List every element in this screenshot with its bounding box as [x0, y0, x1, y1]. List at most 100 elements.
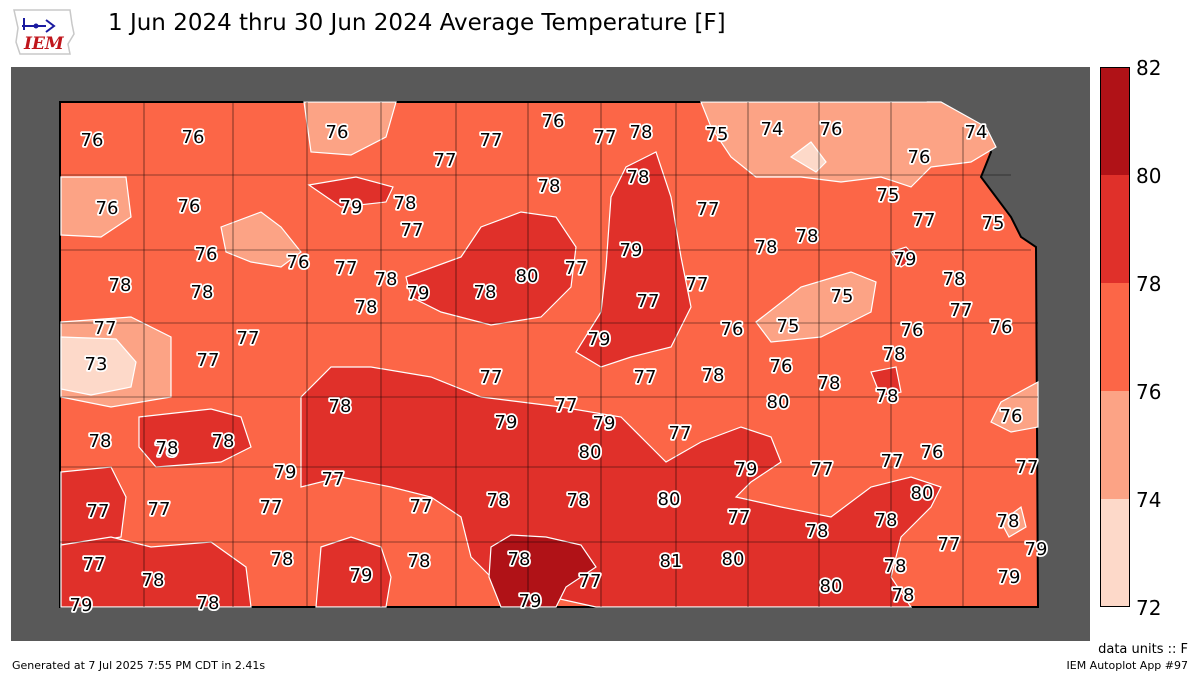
value-label: 78 — [627, 167, 650, 188]
value-label: 76 — [901, 320, 924, 341]
colorbar-tick-80: 80 — [1136, 164, 1162, 188]
value-label: 77 — [579, 571, 602, 592]
value-label: 79 — [894, 249, 917, 270]
colorbar-band — [1100, 175, 1130, 283]
value-label: 78 — [818, 373, 841, 394]
value-label: 77 — [555, 395, 578, 416]
value-label: 78 — [89, 431, 112, 452]
value-label: 76 — [1000, 406, 1023, 427]
value-label: 76 — [96, 198, 119, 219]
app-label: IEM Autoplot App #97 — [1066, 659, 1189, 672]
colorbar-band — [1100, 283, 1130, 391]
value-label: 78 — [109, 275, 132, 296]
generated-timestamp: Generated at 7 Jul 2025 7:55 PM CDT in 2… — [12, 659, 266, 672]
value-label: 77 — [1016, 457, 1039, 478]
value-label: 78 — [155, 440, 178, 461]
value-label: 78 — [156, 438, 179, 459]
value-label: 77 — [938, 534, 961, 555]
logo-text: IEM — [24, 34, 64, 54]
value-label: 76 — [182, 127, 205, 148]
value-label: 77 — [401, 220, 424, 241]
value-label: 80 — [767, 392, 790, 413]
value-label: 76 — [287, 252, 310, 273]
value-label: 79 — [340, 197, 363, 218]
value-label: 80 — [658, 490, 681, 511]
colorbar-bands — [1100, 67, 1130, 607]
value-label: 76 — [820, 119, 843, 140]
value-label: 78 — [408, 551, 431, 572]
value-label: 77 — [669, 423, 692, 444]
county-grid — [60, 102, 1038, 607]
value-label: 75 — [777, 316, 800, 337]
value-label: 77 — [686, 274, 709, 295]
value-label: 79 — [519, 591, 542, 612]
value-label: 80 — [820, 576, 843, 597]
value-label: 77 — [480, 367, 503, 388]
value-label: 77 — [697, 199, 720, 220]
value-label: 77 — [410, 496, 433, 517]
value-label: 78 — [487, 490, 510, 511]
value-label: 79 — [593, 413, 616, 434]
value-label: 78 — [806, 521, 829, 542]
value-label: 77 — [87, 501, 110, 522]
value-label: 80 — [658, 489, 681, 510]
value-label: 77 — [950, 300, 973, 321]
value-label: 78 — [394, 193, 417, 214]
value-label: 78 — [876, 386, 899, 407]
map-title: 1 Jun 2024 thru 30 Jun 2024 Average Temp… — [108, 10, 726, 36]
value-label: 76 — [770, 356, 793, 377]
value-label: 78 — [271, 549, 294, 570]
value-label: 77 — [565, 258, 588, 279]
colorbar-band — [1100, 67, 1130, 175]
value-label: 77 — [260, 497, 283, 518]
value-label: 79 — [588, 329, 611, 350]
value-label: 78 — [567, 490, 590, 511]
value-label: 78 — [329, 396, 352, 417]
value-label: 75 — [877, 185, 900, 206]
value-label: 79 — [998, 567, 1021, 588]
value-label: 78 — [883, 344, 906, 365]
value-label: 76 — [990, 317, 1013, 338]
colorbar-band — [1100, 499, 1130, 607]
value-label: 76 — [178, 196, 201, 217]
value-label: 78 — [474, 282, 497, 303]
temperature-map: 76 76 76 77 76 77 78 75 74 76 74 77 76 7… — [11, 67, 1090, 641]
value-label: 77 — [237, 328, 260, 349]
value-label: 76 — [908, 147, 931, 168]
value-label: 78 — [796, 226, 819, 247]
value-label: 76 — [81, 130, 104, 151]
value-label: 78 — [191, 282, 214, 303]
value-label: 77 — [335, 258, 358, 279]
colorbar-tick-74: 74 — [1136, 488, 1162, 512]
value-label: 79 — [1025, 539, 1048, 560]
iem-logo: IEM — [10, 4, 76, 58]
value-label: 78 — [630, 122, 653, 143]
value-label: 77 — [148, 499, 171, 520]
value-label: 77 — [881, 451, 904, 472]
value-label: 76 — [195, 244, 218, 265]
value-label: 78 — [212, 431, 235, 452]
value-label: 78 — [755, 237, 778, 258]
value-label: 77 — [913, 210, 936, 231]
value-label: 78 — [943, 269, 966, 290]
value-label: 77 — [480, 130, 503, 151]
colorbar-tick-76: 76 — [1136, 380, 1162, 404]
value-label: 78 — [375, 269, 398, 290]
value-label: 78 — [702, 365, 725, 386]
value-label: 78 — [884, 556, 907, 577]
value-label: 78 — [197, 593, 220, 614]
value-label: 76 — [921, 442, 944, 463]
value-label: 73 — [85, 354, 108, 375]
value-label: 79 — [274, 462, 297, 483]
value-label: 79 — [350, 565, 373, 586]
colorbar-tick-72: 72 — [1136, 596, 1162, 620]
value-label: 78 — [997, 511, 1020, 532]
value-label: 78 — [142, 570, 165, 591]
colorbar-tick-78: 78 — [1136, 272, 1162, 296]
value-label: 79 — [407, 283, 430, 304]
value-label: 76 — [542, 111, 565, 132]
value-label: 75 — [831, 286, 854, 307]
value-label: 80 — [911, 483, 934, 504]
value-label: 76 — [721, 319, 744, 340]
colorbar-tick-82: 82 — [1136, 56, 1162, 80]
